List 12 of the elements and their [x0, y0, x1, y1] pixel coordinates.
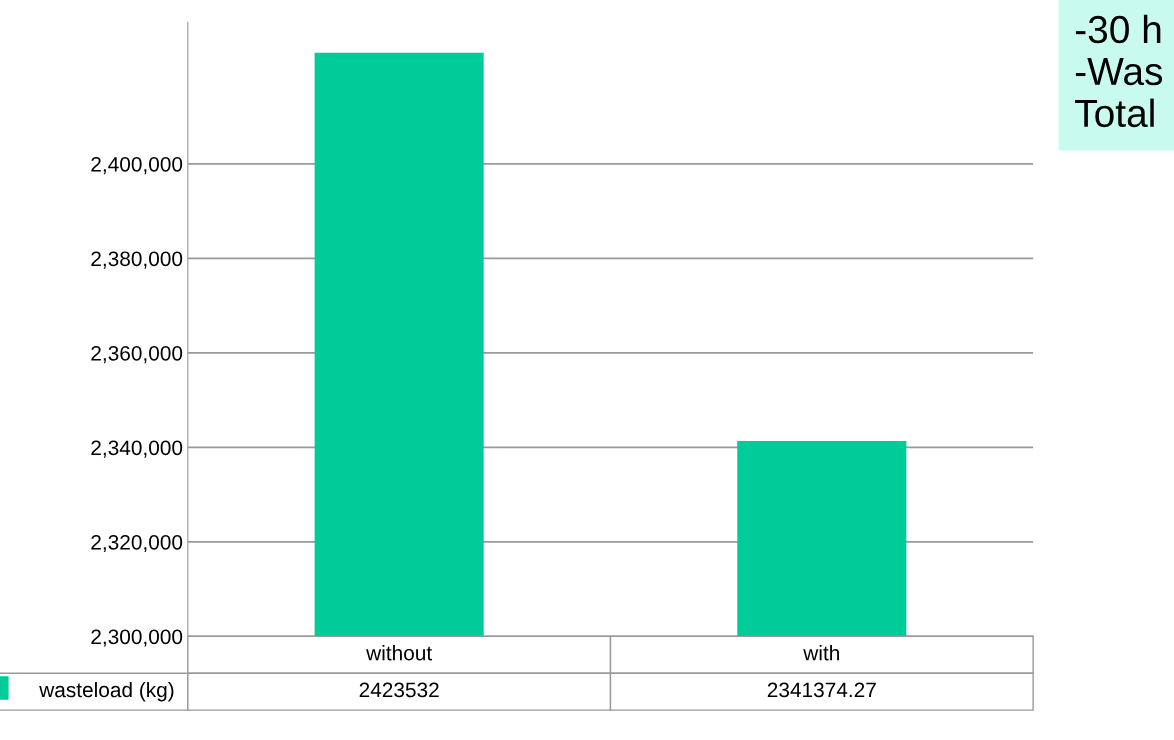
data-label: 2423532 [359, 682, 439, 698]
y-tick-label: 2,320,000 [91, 534, 183, 553]
data-label: 2341374.27 [767, 682, 876, 698]
x-tick-label: without [366, 645, 433, 661]
legend-label: wasteload (kg) [39, 681, 174, 702]
y-tick-label: 2,380,000 [91, 251, 183, 269]
text: -30 h -Was Total [1075, 14, 1163, 128]
y-tick-label: 2,340,000 [91, 440, 183, 458]
x-tick-label: with [803, 645, 839, 661]
y-tick-label: 2,300,000 [91, 629, 183, 647]
y-tick-label: 2,400,000 [91, 156, 183, 175]
y-tick-label: 2,360,000 [91, 345, 183, 364]
